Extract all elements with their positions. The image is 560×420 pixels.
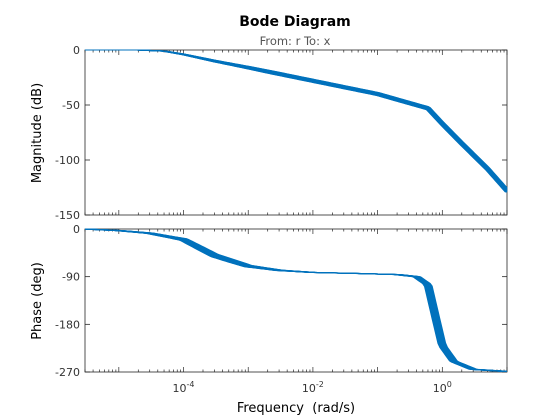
magnitude-y-tick-label: -100	[55, 154, 80, 167]
frequency-axis-label: Frequency (rad/s)	[237, 401, 355, 416]
phase-axes-box	[84, 228, 508, 373]
x-tick-label: 100	[433, 380, 452, 395]
chart-title: Bode Diagram	[239, 14, 351, 30]
phase-panel: 0 -90 -180 -270 10-4 10-2 100	[55, 223, 508, 395]
chart-subtitle: From: r To: x	[260, 34, 331, 48]
magnitude-series-line	[85, 49, 508, 188]
phase-y-tick-label: -270	[55, 366, 80, 379]
phase-y-tick-label: 0	[73, 223, 80, 236]
magnitude-panel: 0 -50 -100 -150	[55, 44, 508, 222]
phase-series-line	[85, 228, 508, 372]
magnitude-axis-label: Magnitude (dB)	[30, 83, 45, 183]
x-tick-label: 10-4	[173, 380, 195, 395]
x-tick-label: 10-2	[302, 380, 324, 395]
phase-y-tick-label: -180	[55, 318, 80, 331]
magnitude-axes-box	[84, 49, 508, 216]
magnitude-y-tick-label: -150	[55, 209, 80, 222]
magnitude-y-tick-label: -50	[62, 99, 80, 112]
phase-axis-label: Phase (deg)	[30, 262, 45, 340]
magnitude-y-tick-label: 0	[73, 44, 80, 57]
phase-y-tick-label: -90	[62, 271, 80, 284]
